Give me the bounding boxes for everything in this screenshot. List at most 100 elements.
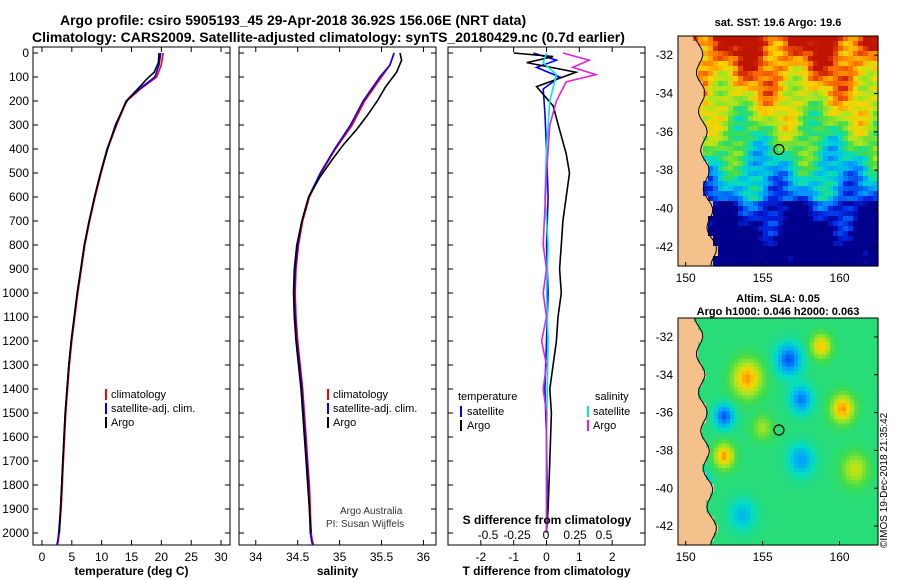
y-tick-label: 0 [22,46,29,60]
map-cells [678,318,879,546]
legend-t-label-0: satellite [467,406,504,418]
legend-label-2: Argo [333,417,356,429]
y-tick-label: -34 [656,87,674,101]
y-tick-label: 300 [9,118,29,132]
float-position-marker [773,424,785,436]
y-tick-label: 200 [9,94,29,108]
x-tick-label: 30 [214,550,228,564]
series-group [292,52,403,545]
map-cells [678,36,879,267]
x-tick-label: 35.5 [370,550,394,564]
x-tick-label: 0 [543,550,550,564]
legend-t-label-1: Argo [467,420,490,432]
y-tick-label: 1900 [2,502,29,516]
y-tick-label: -42 [656,519,674,533]
legend-label-2: Argo [111,417,134,429]
x-tick-label: 25 [185,550,199,564]
x-tick-label: -2 [475,550,486,564]
series-s-argo [540,52,599,533]
x-tick-label: 0 [39,550,46,564]
x-tick-label: 35 [333,550,347,564]
y-tick-label: -38 [656,163,674,177]
y-tick-label: 1800 [2,478,29,492]
y-tick-label: 900 [9,262,29,276]
y-tick-label: 1300 [2,358,29,372]
plot-temperature: 0 5 10 15 20 25 300100200300400500600700800900… [2,46,231,578]
x-axis-label: salinity [317,564,359,578]
y-tick-label: -36 [656,406,674,420]
y-tick-label: 2000 [2,526,29,540]
x2-tick-label: 0 [543,528,550,542]
x-tick-label: 2 [609,550,616,564]
y-tick-label: -34 [656,368,674,382]
map-frame [677,317,879,546]
map-title-2: Argo h1000: 0.046 h2000: 0.063 [697,306,860,318]
legend-label-0: climatology [111,389,167,401]
x-tick-label: 10 [95,550,109,564]
legend-label-0: climatology [333,389,389,401]
legend-s-label-0: satellite [593,406,630,418]
legend-s-label-1: Argo [593,420,616,432]
series-argo [58,52,160,534]
y-tick-label: -40 [656,202,674,216]
plot-frame-salinity [238,46,437,546]
map-frame [677,35,879,267]
series-group [56,52,164,545]
y-tick-label: 800 [9,238,29,252]
x2-tick-label: 0.5 [596,528,613,542]
float-position-marker [773,143,785,156]
legend-label-1: satellite-adj. clim. [333,403,417,415]
map-title-1: Altim. SLA: 0.05 [736,293,820,305]
y-tick-label: 1400 [2,382,29,396]
title-line-1: Argo profile: csiro 5905193_45 29-Apr-20… [60,12,527,28]
x-tick-label: 20 [155,550,169,564]
x-tick-label: 155 [753,271,773,285]
y-tick-label: -38 [656,443,674,457]
coastline [693,317,717,546]
x-tick-label: 155 [753,550,773,564]
y-tick-label: 600 [9,190,29,204]
x-tick-label: 34.5 [286,550,310,564]
y-tick-label: 1000 [2,286,29,300]
y-tick-label: 100 [9,70,29,84]
x2-tick-label: 0.25 [563,528,587,542]
y-tick-label: 700 [9,214,29,228]
x-tick-label: 160 [830,550,850,564]
credit-line-1: Argo Australia [340,506,403,517]
map-sla_map: 150 155 160 -32 -34 -36 -38 -40 -42 Altim. SLA: 0… [656,293,879,564]
x-tick-label: 160 [830,271,850,285]
coastline [693,35,717,267]
plot-difference: -2 -1 0 1 2T difference from climatology temp… [447,46,646,578]
imos-timestamp: ©IMOS 19-Dec-2018 21:35:42 [879,412,890,548]
y-tick-label: 500 [9,166,29,180]
series-argo [292,52,403,534]
x-axis-label: T difference from climatology [462,564,630,578]
x2-tick-label: -0.25 [503,528,531,542]
x-tick-label: 34 [249,550,263,564]
plot-salinity: 34 34.5 35 35.5 36 salinity climatology satelli… [238,46,437,578]
map-title: sat. SST: 19.6 Argo: 19.6 [715,17,842,29]
x-tick-label: 150 [676,550,696,564]
y-tick-label: 1600 [2,430,29,444]
y-tick-label: -42 [656,240,674,254]
map-sst_map: 150 155 160 -32 -34 -36 -38 -40 -42 sat. SST: 19.… [656,17,879,285]
x-tick-label: 15 [125,550,139,564]
x-tick-label: 150 [676,271,696,285]
y-tick-label: -32 [656,48,674,62]
y-tick-label: 1500 [2,406,29,420]
y-tick-label: -40 [656,481,674,495]
x2-axis-label: S difference from climatology [463,513,632,527]
title-line-2: Climatology: CARS2009. Satellite-adjuste… [32,29,625,45]
y-tick-label: -32 [656,330,674,344]
legend-temperature-title: temperature [458,391,517,403]
y-tick-label: 1200 [2,334,29,348]
x-axis-label: temperature (deg C) [74,564,188,578]
x2-tick-label: -0.5 [478,528,499,542]
legend-label-1: satellite-adj. clim. [111,403,195,415]
y-tick-label: -36 [656,125,674,139]
legend-salinity-title: salinity [595,391,629,403]
x-tick-label: -1 [508,550,519,564]
y-tick-label: 400 [9,142,29,156]
x-tick-label: 36 [417,550,431,564]
